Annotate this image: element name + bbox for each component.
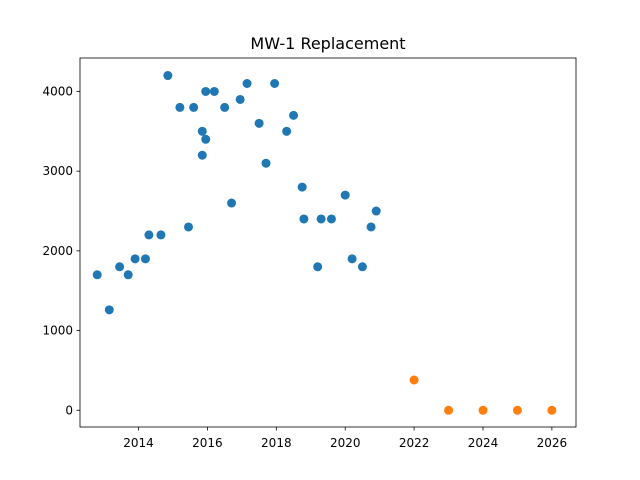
data-point-s0-8	[163, 71, 173, 81]
data-point-s1-0	[409, 375, 419, 385]
data-point-s0-15	[201, 86, 211, 96]
data-point-s1-3	[512, 405, 522, 415]
data-point-s0-29	[316, 214, 326, 224]
data-point-s0-0	[92, 270, 102, 280]
x-tick-label-6: 2026	[537, 436, 568, 450]
x-tick-label-5: 2024	[468, 436, 499, 450]
data-point-s0-31	[340, 190, 350, 200]
data-point-s0-27	[299, 214, 309, 224]
data-point-s1-1	[444, 405, 454, 415]
y-tick-label-3: 3000	[42, 164, 73, 178]
data-point-s0-32	[347, 254, 357, 264]
y-tick-label-4: 4000	[42, 84, 73, 98]
data-point-s0-34	[366, 222, 376, 232]
data-point-s0-22	[261, 158, 271, 168]
data-point-s0-25	[289, 110, 299, 120]
y-axis: 0 1000 2000 3000 4000	[42, 84, 80, 417]
data-point-s0-33	[357, 262, 367, 272]
data-point-s0-18	[227, 198, 237, 208]
y-tick-label-1: 1000	[42, 324, 73, 338]
data-point-s0-16	[209, 86, 219, 96]
x-tick-label-4: 2022	[399, 436, 430, 450]
x-tick-label-1: 2016	[192, 436, 223, 450]
chart-title: MW-1 Replacement	[250, 34, 405, 53]
data-point-s0-20	[242, 79, 252, 88]
data-point-s0-35	[371, 206, 381, 216]
data-point-s0-5	[140, 254, 150, 264]
data-point-s0-14	[201, 134, 211, 144]
x-tick-label-3: 2020	[330, 436, 361, 450]
data-point-s0-12	[197, 126, 207, 136]
data-point-s0-2	[115, 262, 125, 272]
data-point-s0-13	[197, 150, 207, 160]
y-tick-label-2: 2000	[42, 244, 73, 258]
data-point-s0-19	[235, 94, 245, 104]
x-tick-label-0: 2014	[123, 436, 154, 450]
y-tick-label-0: 0	[65, 403, 73, 417]
data-point-s0-11	[189, 102, 199, 112]
x-axis: 2014 2016 2018 2020 2022 2024 2026	[123, 427, 567, 450]
data-point-s0-10	[184, 222, 193, 232]
data-point-s0-24	[282, 126, 292, 136]
data-point-s0-4	[130, 254, 140, 264]
data-point-s0-26	[297, 182, 307, 192]
data-point-s0-23	[270, 79, 280, 88]
points-layer	[92, 71, 557, 415]
data-point-s0-1	[104, 305, 114, 315]
data-point-s0-6	[144, 230, 154, 240]
data-point-s1-4	[547, 405, 557, 415]
data-point-s0-9	[175, 102, 185, 112]
plot-frame	[79, 57, 577, 428]
x-tick-label-2: 2018	[261, 436, 292, 450]
data-point-s0-21	[254, 118, 264, 128]
data-point-s0-17	[220, 102, 230, 112]
data-point-s0-28	[313, 262, 323, 272]
data-point-s1-2	[478, 405, 488, 415]
data-point-s0-30	[326, 214, 336, 224]
data-point-s0-7	[156, 230, 166, 240]
data-point-s0-3	[123, 270, 133, 280]
